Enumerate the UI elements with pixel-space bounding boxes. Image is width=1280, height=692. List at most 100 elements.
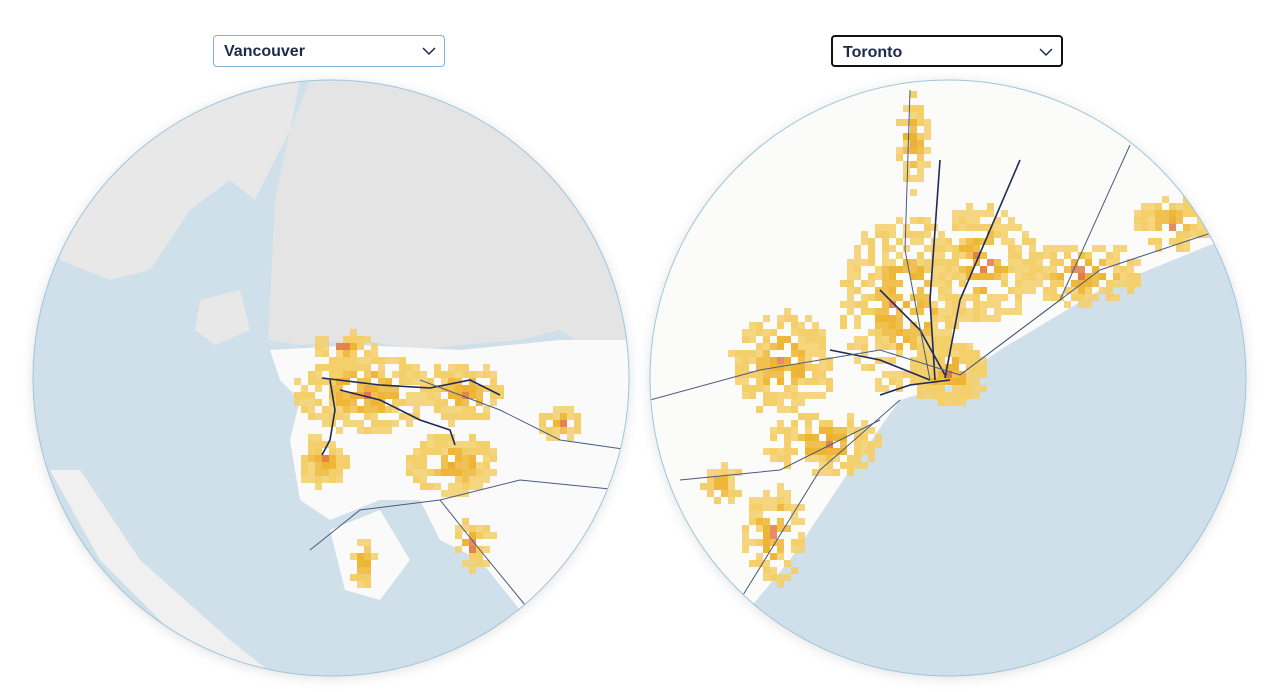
- density-cell: [910, 259, 917, 266]
- density-cell: [462, 539, 469, 546]
- density-cell: [763, 497, 770, 504]
- density-cell: [1176, 238, 1183, 245]
- density-cell: [735, 357, 742, 364]
- density-cell: [882, 315, 889, 322]
- density-cell: [973, 273, 980, 280]
- density-cell: [938, 371, 945, 378]
- density-cell: [861, 336, 868, 343]
- density-cell: [924, 266, 931, 273]
- density-cell: [469, 560, 476, 567]
- density-cell: [973, 371, 980, 378]
- density-cell: [385, 378, 392, 385]
- density-cell: [938, 357, 945, 364]
- density-cell: [364, 574, 371, 581]
- density-cell: [847, 343, 854, 350]
- city-select[interactable]: Vancouver: [213, 35, 445, 67]
- density-cell: [973, 301, 980, 308]
- density-cell: [945, 259, 952, 266]
- density-cell: [462, 462, 469, 469]
- density-cell: [777, 518, 784, 525]
- density-cell: [749, 385, 756, 392]
- density-cell: [469, 532, 476, 539]
- density-cell: [343, 462, 350, 469]
- density-cell: [455, 406, 462, 413]
- density-cell: [770, 574, 777, 581]
- density-cell: [784, 574, 791, 581]
- density-cell: [742, 371, 749, 378]
- density-cell: [882, 231, 889, 238]
- density-cell: [924, 343, 931, 350]
- density-cell: [798, 399, 805, 406]
- density-cell: [945, 273, 952, 280]
- density-cell: [357, 364, 364, 371]
- density-cell: [847, 462, 854, 469]
- density-cell: [959, 266, 966, 273]
- density-cell: [1036, 266, 1043, 273]
- density-cell: [994, 308, 1001, 315]
- density-cell: [973, 245, 980, 252]
- density-cell: [455, 364, 462, 371]
- density-cell: [875, 329, 882, 336]
- density-cell: [469, 413, 476, 420]
- density-cell: [441, 434, 448, 441]
- density-cell: [917, 385, 924, 392]
- density-cell: [938, 315, 945, 322]
- density-cell: [770, 392, 777, 399]
- density-cell: [770, 357, 777, 364]
- density-cell: [378, 399, 385, 406]
- density-cell: [1169, 210, 1176, 217]
- density-cell: [861, 434, 868, 441]
- density-cell: [371, 427, 378, 434]
- density-cell: [728, 469, 735, 476]
- density-cell: [819, 448, 826, 455]
- density-cell: [959, 350, 966, 357]
- density-cell: [336, 378, 343, 385]
- density-cell: [1029, 273, 1036, 280]
- density-cell: [336, 371, 343, 378]
- density-cell: [371, 392, 378, 399]
- density-cell: [882, 336, 889, 343]
- density-cell: [777, 497, 784, 504]
- density-cell: [315, 364, 322, 371]
- density-cell: [819, 336, 826, 343]
- density-cell: [770, 567, 777, 574]
- density-cell: [763, 343, 770, 350]
- density-cell: [1211, 217, 1218, 224]
- density-cell: [826, 448, 833, 455]
- density-cell: [812, 392, 819, 399]
- density-cell: [973, 224, 980, 231]
- density-cell: [357, 567, 364, 574]
- density-cell: [322, 455, 329, 462]
- density-cell: [903, 231, 910, 238]
- density-cell: [336, 399, 343, 406]
- density-cell: [777, 483, 784, 490]
- density-cell: [812, 441, 819, 448]
- city-select[interactable]: Toronto: [831, 35, 1063, 67]
- density-cell: [308, 441, 315, 448]
- density-cell: [938, 231, 945, 238]
- density-cell: [441, 371, 448, 378]
- density-cell: [861, 441, 868, 448]
- density-cell: [434, 371, 441, 378]
- density-cell: [973, 252, 980, 259]
- density-cell: [924, 161, 931, 168]
- density-cell: [868, 273, 875, 280]
- density-cell: [378, 427, 385, 434]
- density-cell: [854, 273, 861, 280]
- density-cell: [742, 364, 749, 371]
- density-cell: [476, 371, 483, 378]
- density-cell: [931, 315, 938, 322]
- density-cell: [819, 371, 826, 378]
- density-cell: [973, 287, 980, 294]
- density-cell: [854, 259, 861, 266]
- density-cell: [924, 371, 931, 378]
- density-cell: [728, 483, 735, 490]
- density-cell: [476, 462, 483, 469]
- density-cell: [441, 441, 448, 448]
- density-cell: [798, 336, 805, 343]
- density-cell: [952, 210, 959, 217]
- density-cell: [1204, 210, 1211, 217]
- density-cell: [462, 399, 469, 406]
- density-cell: [1043, 273, 1050, 280]
- density-cell: [889, 378, 896, 385]
